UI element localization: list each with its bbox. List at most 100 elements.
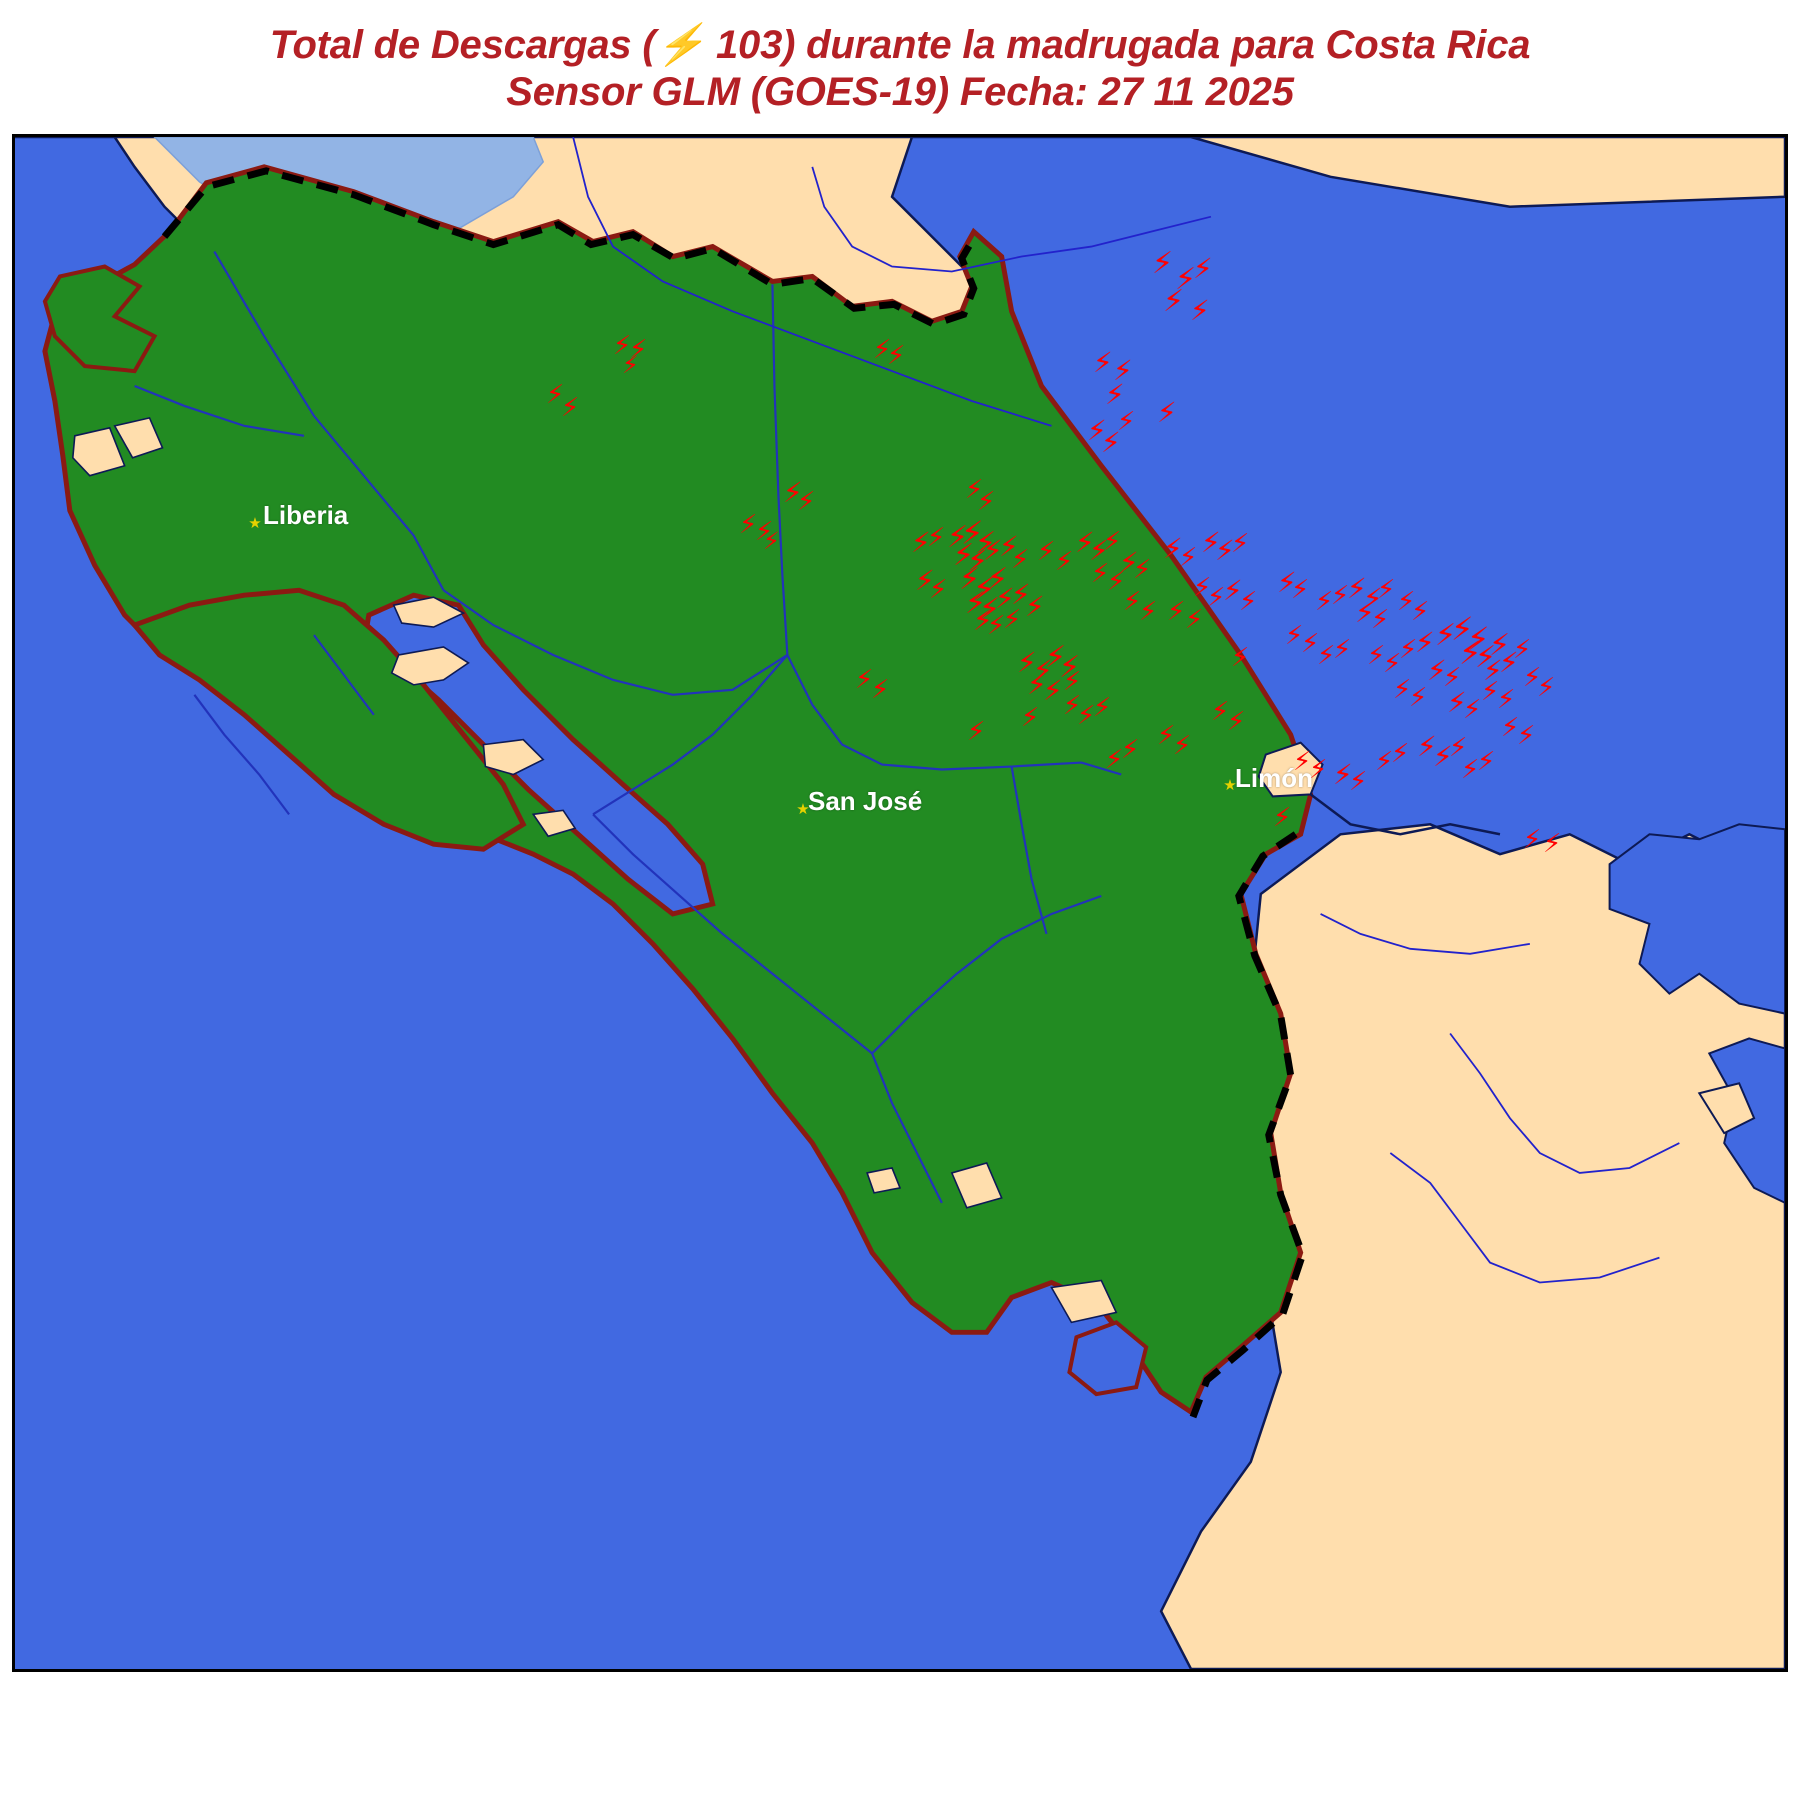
lightning-bolt-icon: ⚡	[1371, 605, 1390, 635]
lightning-bolt-icon: ⚡	[1293, 747, 1312, 777]
gulf-sandbar-b	[390, 646, 470, 686]
lightning-bolt-icon: ⚡	[1117, 407, 1136, 437]
lightning-bolt-icon: ⚡	[1417, 730, 1437, 763]
lightning-bolt-icon: ⚡	[1489, 628, 1511, 663]
lightning-bolt-icon: ⚡	[1152, 246, 1174, 281]
lightning-bolt-icon: ⚡	[1025, 590, 1045, 623]
lightning-bolt-icon: ⚡	[973, 604, 993, 637]
lightning-bolt-icon: ⚡	[1537, 673, 1556, 703]
lightning-bolt-icon: ⚡	[739, 510, 758, 540]
lightning-bolt-icon: ⚡	[1077, 701, 1096, 731]
province-borders	[134, 250, 1122, 1204]
pacific-beach-a	[71, 426, 126, 477]
gulf-sandbar-d	[531, 809, 577, 838]
lightning-bolt-icon: ⚡	[1285, 621, 1304, 651]
lightning-bolt-icon: ⚡	[1467, 620, 1490, 658]
lightning-bolt-icon: ⚡	[911, 526, 931, 559]
lightning-bolt-icon: ⚡	[1481, 677, 1500, 707]
lightning-bolt-icon: ⚡	[1355, 596, 1375, 629]
lightning-bolt-icon: ⚡	[755, 517, 774, 547]
gulf-sandbar-e	[113, 416, 164, 459]
caribbean-south-coast	[1309, 793, 1501, 836]
lightning-bolt-icon: ⚡	[1175, 262, 1197, 297]
lightning-bolt-icon: ⚡	[1411, 597, 1430, 627]
lightning-bolt-icon: ⚡	[1055, 547, 1074, 577]
lightning-bolt-icon: ⚡	[1451, 610, 1474, 648]
lightning-bolt-icon: ⚡	[929, 575, 948, 605]
lightning-bolt-icon: ⚡	[1163, 284, 1185, 319]
lightning-bolt-icon: ⚡	[1133, 555, 1152, 585]
lightning-bolt-icon: ⚡	[965, 586, 987, 621]
lightning-bolt-icon: ⚡	[1347, 572, 1367, 605]
lightning-bolt-icon: ⚡	[1523, 663, 1542, 693]
lightning-bolt-icon: ⚡	[1037, 537, 1056, 567]
lightning-bolt-icon: ⚡	[999, 530, 1019, 563]
lightning-bolt-icon: ⚡	[1409, 683, 1428, 713]
lightning-bolt-icon: ⚡	[959, 562, 981, 597]
lightning-bolt-icon: ⚡	[975, 526, 997, 561]
lightning-bolt-icon: ⚡	[1435, 618, 1457, 653]
lightning-bolt-icon: ⚡	[1447, 686, 1467, 719]
lightning-bolt-icon: ⚡	[1475, 640, 1497, 675]
lightning-bolt-icon: ⚡	[1093, 693, 1112, 723]
lightning-bolt-icon: ⚡	[1477, 747, 1496, 777]
lightning-bolt-icon: ⚡	[622, 351, 639, 379]
lightning-bolt-icon: ⚡	[987, 562, 1009, 597]
lightning-bolt-icon: ⚡	[1239, 587, 1258, 617]
lightning-bolt-icon: ⚡	[973, 570, 996, 608]
lightning-bolt-icon: ⚡	[1215, 534, 1235, 567]
lightning-bolt-icon: ⚡	[1157, 396, 1177, 429]
lightning-bolt-icon: ⚡	[1427, 654, 1447, 687]
lightning-bolt-icon: ⚡	[1193, 573, 1212, 603]
border-nicaragua	[161, 167, 979, 329]
lightning-bolt-icon: ⚡	[1301, 629, 1320, 659]
lightning-bolt-icon: ⚡	[987, 611, 1006, 641]
lightning-bolt-icon: ⚡	[1461, 755, 1480, 785]
lightning-bolt-icon: ⚡	[1021, 703, 1040, 733]
lightning-bolt-icon: ⚡	[1043, 674, 1063, 707]
lightning-bolt-icon: ⚡	[1107, 567, 1126, 597]
lightning-bolt-icon: ⚡	[1123, 587, 1142, 617]
lightning-bolt-icon: ⚡	[1033, 654, 1053, 687]
guanacaste-tip	[42, 264, 158, 374]
lightning-bolt-icon: ⚡	[1063, 667, 1082, 697]
lightning-bolt-icon: ⚡	[1003, 605, 1022, 635]
pacific-islet	[866, 1167, 902, 1194]
lightning-bolt-icon: ⚡	[1333, 758, 1353, 791]
lightning-bolt-icon: ⚡	[1017, 646, 1037, 679]
lightning-bolt-icon: ⚡	[855, 665, 874, 695]
lightning-bolt-icon: ⚡	[1315, 587, 1334, 617]
lightning-bolt-icon: ⚡	[1113, 354, 1133, 387]
lightning-bolt-icon: ⚡	[1449, 733, 1468, 763]
lightning-bolt-icon: ⚡	[1167, 597, 1186, 627]
lightning-bolt-icon: ⚡	[1101, 426, 1121, 459]
lightning-bolt-icon: ⚡	[1075, 526, 1095, 559]
gulf-sandbar-a	[392, 596, 466, 628]
lightning-bolt-icon: ⚡	[979, 592, 1001, 627]
lightning-bolt-icon: ⚡	[1119, 546, 1139, 579]
lightning-bolt-icon: ⚡	[1045, 640, 1067, 675]
lightning-bolt-icon: ⚡	[983, 534, 1003, 567]
lightning-bolt-icon: ⚡	[1157, 721, 1176, 751]
lightning-bolt-icon: ⚡	[1393, 675, 1412, 705]
map-frame[interactable]: ★ Liberia ★ San José ★ Limón ⚡ ⚡ ⚡ ⚡ ⚡ ⚡ ⚡ ⚡ ⚡ ⚡ ⚡ ⚡ ⚡ ⚡ ⚡ ⚡…	[12, 134, 1788, 1672]
page-title-line1: Total de Descargas (⚡ 103) durante la ma…	[269, 23, 1531, 67]
lightning-bolt-icon: ⚡	[1089, 534, 1109, 567]
lightning-bolt-icon: ⚡	[1063, 691, 1082, 721]
lightning-bolt-icon: ⚡	[1349, 767, 1368, 797]
lightning-bolt-icon: ⚡	[1231, 529, 1250, 559]
lightning-bolt-icon: ⚡	[783, 476, 803, 509]
lightning-bolt-icon: ⚡	[1139, 597, 1158, 627]
lightning-bolt-icon: ⚡	[1227, 707, 1246, 737]
lightning-bolt-icon: ⚡	[561, 393, 580, 423]
panama-island-a	[1697, 1082, 1756, 1135]
lightning-bolt-icon: ⚡	[967, 717, 986, 747]
lightning-bolt-icon: ⚡	[1443, 663, 1462, 693]
lightning-bolt-icon: ⚡	[763, 527, 780, 555]
lightning-bolt-icon: ⚡	[915, 564, 935, 597]
lightning-bolt-icon: ⚡	[546, 380, 565, 410]
lightning-bolt-icon: ⚡	[1093, 346, 1113, 379]
lightning-bolt-icon: ⚡	[1377, 575, 1396, 605]
lightning-bolt-icon: ⚡	[947, 520, 969, 555]
lightning-bolt-icon: ⚡	[995, 582, 1015, 615]
